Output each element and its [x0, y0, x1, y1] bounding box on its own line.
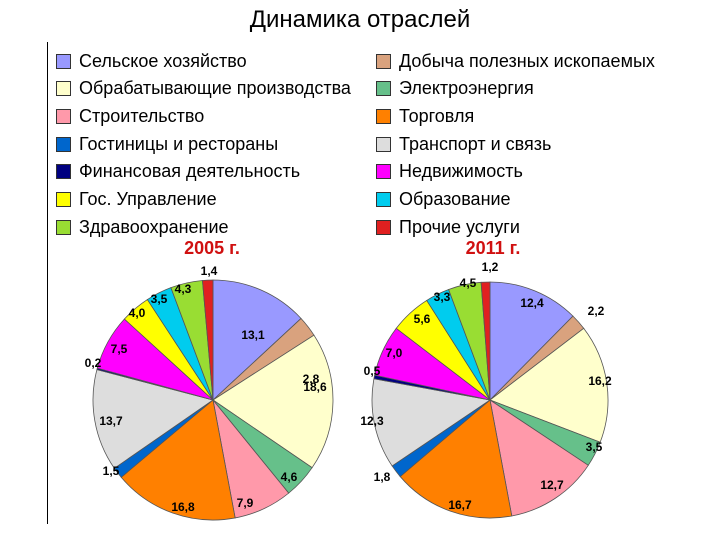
pie-value-label: 13,1: [241, 328, 265, 342]
pie-value-label: 5,6: [414, 312, 431, 326]
pie-title-2005: 2005 г.: [184, 238, 240, 258]
pie-value-label: 2,8: [303, 372, 320, 386]
pie-value-label: 4,3: [175, 282, 192, 296]
pie-value-label: 3,5: [586, 440, 603, 454]
legend-label: Транспорт и связь: [399, 133, 552, 154]
legend-label: Недвижимость: [399, 161, 523, 182]
pie-value-label: 0,2: [85, 356, 102, 370]
legend-item: Транспорт и связь: [376, 131, 551, 157]
legend-label: Прочие услуги: [399, 216, 520, 237]
pie-slice: [480, 281, 491, 401]
legend-swatch: [56, 192, 71, 207]
legend-label: Здравоохранение: [79, 216, 229, 237]
pie-slice: [399, 399, 513, 519]
legend-swatch: [376, 53, 391, 69]
pie-value-label: 4,6: [281, 470, 298, 484]
legend-label: Финансовая деятельность: [79, 161, 301, 182]
pie-value-label: 1,2: [482, 260, 499, 274]
pie-value-label: 4,5: [460, 276, 477, 290]
legend-item: Недвижимость: [376, 159, 523, 185]
legend-swatch: [56, 81, 71, 97]
pie-value-label: 3,3: [434, 290, 451, 304]
pie-value-label: 7,9: [237, 496, 254, 510]
divider-line: [47, 42, 48, 524]
legend-item: Сельское хозяйство: [56, 48, 247, 74]
pie-value-label: 16,8: [171, 500, 195, 514]
pie-value-label: 3,5: [151, 292, 168, 306]
legend-label: Гостиницы и рестораны: [79, 133, 279, 154]
pie-2011: 12,4 2,2 16,2 3,5 12,7 16,7 1,8 12,3 0,5 7,0 5,63,…: [360, 260, 612, 519]
legend-swatch: [376, 164, 391, 180]
pie-value-label: 13,7: [99, 414, 123, 428]
legend-item: Гос. Управление: [56, 187, 217, 213]
pie-slice: [489, 327, 609, 443]
pie-slice: [202, 279, 214, 401]
pie-slice: [489, 281, 574, 401]
pie-slice: [92, 369, 214, 469]
legend-label: Электроэнергия: [399, 78, 534, 99]
pie-value-label: 16,7: [448, 498, 472, 512]
pie-value-label: 12,4: [520, 296, 544, 310]
legend-item: Обрабатывающие производства: [56, 76, 351, 102]
pie-slice: [120, 399, 236, 521]
legend-swatch: [56, 136, 71, 152]
legend-swatch: [376, 108, 391, 124]
legend-swatch: [376, 192, 391, 207]
legend-item: Гостиницы и рестораны: [56, 131, 278, 157]
legend-item: Электроэнергия: [376, 76, 534, 102]
pie-value-label: 2,2: [588, 304, 605, 318]
pie-value-label: 12,3: [360, 414, 384, 428]
legend-swatch: [56, 219, 71, 235]
pie-value-label: 16,2: [588, 374, 612, 388]
legend-item: Здравоохранение: [56, 214, 229, 240]
pie-value-label: 0,5: [364, 364, 381, 378]
legend-item: Образование: [376, 187, 511, 213]
legend-item: Строительство: [56, 103, 204, 129]
pie-slice: [371, 378, 492, 467]
pie-slice: [489, 399, 589, 517]
page-title: Динамика отраслей: [249, 6, 471, 33]
legend-item: Добыча полезных ископаемых: [376, 48, 655, 74]
pie-2005: 13,1 2,818,6 4,6 7,9 16,8 1,5 13,7 0,2 7,5 4,0 3,5…: [85, 264, 334, 521]
pie-slice: [212, 279, 302, 401]
legend-swatch: [376, 136, 391, 152]
pie-value-label: 18,6: [303, 380, 327, 394]
legend-label: Обрабатывающие производства: [79, 78, 351, 99]
pie-value-label: 1,5: [103, 464, 120, 478]
pie-value-label: 4,0: [129, 306, 146, 320]
pie-slice: [212, 334, 334, 469]
pie-value-label: 7,0: [386, 346, 403, 360]
legend-label: Добыча полезных ископаемых: [399, 50, 655, 71]
legend-item: Прочие услуги: [376, 214, 520, 240]
legend-swatch: [376, 219, 391, 235]
legend-label: Образование: [399, 189, 511, 209]
pie-value-label: 12,7: [540, 478, 564, 492]
legend-swatch: [56, 108, 71, 124]
legend-label: Торговля: [399, 105, 475, 126]
legend-label: Гос. Управление: [79, 189, 217, 209]
pie-title-2011: 2011 г.: [466, 238, 521, 258]
legend-swatch: [56, 164, 71, 180]
legend-item: Финансовая деятельность: [56, 159, 300, 185]
legend-item: Торговля: [376, 103, 474, 129]
pie-value-label: 7,5: [111, 342, 128, 356]
legend-swatch: [376, 81, 391, 97]
legend-label: Сельское хозяйство: [79, 50, 247, 71]
legend-swatch: [56, 53, 71, 69]
pie-value-label: 1,4: [201, 264, 218, 278]
pie-value-label: 1,8: [374, 470, 391, 484]
legend-label: Строительство: [79, 105, 205, 126]
